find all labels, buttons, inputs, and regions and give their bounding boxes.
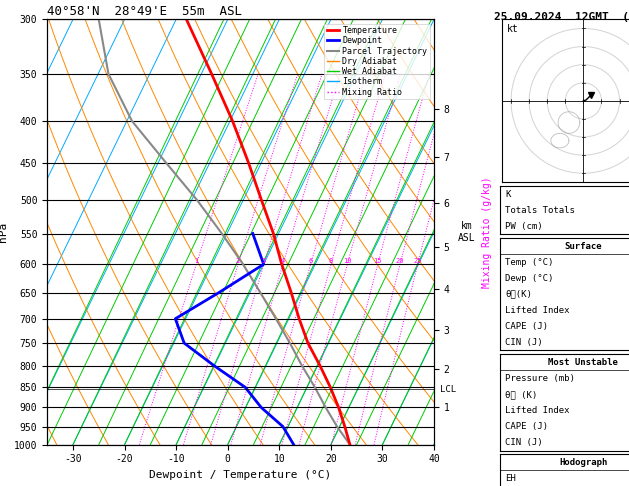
Text: EH: EH (505, 474, 516, 483)
Y-axis label: hPa: hPa (0, 222, 8, 242)
Text: Dewp (°C): Dewp (°C) (505, 274, 554, 283)
Text: Lifted Index: Lifted Index (505, 306, 569, 315)
Text: K: K (505, 190, 510, 199)
Text: Pressure (mb): Pressure (mb) (505, 374, 575, 383)
Text: CAPE (J): CAPE (J) (505, 422, 548, 431)
Legend: Temperature, Dewpoint, Parcel Trajectory, Dry Adiabat, Wet Adiabat, Isotherm, Mi: Temperature, Dewpoint, Parcel Trajectory… (324, 24, 430, 99)
Text: 4: 4 (281, 258, 285, 264)
Text: CAPE (J): CAPE (J) (505, 322, 548, 331)
Text: CIN (J): CIN (J) (505, 438, 543, 447)
Text: 20: 20 (396, 258, 404, 264)
Y-axis label: km
ASL: km ASL (457, 221, 475, 243)
Text: 3: 3 (262, 258, 266, 264)
Text: θᴇ(K): θᴇ(K) (505, 290, 532, 299)
Text: 15: 15 (374, 258, 382, 264)
Text: Most Unstable: Most Unstable (548, 358, 618, 367)
Text: θᴇ (K): θᴇ (K) (505, 390, 537, 399)
X-axis label: Dewpoint / Temperature (°C): Dewpoint / Temperature (°C) (150, 470, 331, 480)
Text: 40°58'N  28°49'E  55m  ASL: 40°58'N 28°49'E 55m ASL (47, 5, 242, 18)
Text: 25: 25 (413, 258, 422, 264)
Text: Mixing Ratio (g/kg): Mixing Ratio (g/kg) (482, 176, 493, 288)
Text: Totals Totals: Totals Totals (505, 206, 575, 215)
Text: 6: 6 (309, 258, 313, 264)
Text: 1: 1 (194, 258, 199, 264)
Text: Hodograph: Hodograph (559, 458, 608, 467)
Text: Lifted Index: Lifted Index (505, 406, 569, 415)
Text: 25.09.2024  12GMT  (Base: 06): 25.09.2024 12GMT (Base: 06) (494, 12, 629, 22)
Text: 10: 10 (343, 258, 352, 264)
Text: LCL: LCL (440, 385, 456, 394)
Text: 2: 2 (236, 258, 240, 264)
Text: Temp (°C): Temp (°C) (505, 258, 554, 267)
Text: 8: 8 (329, 258, 333, 264)
Text: PW (cm): PW (cm) (505, 222, 543, 231)
Text: CIN (J): CIN (J) (505, 338, 543, 347)
Text: Surface: Surface (565, 242, 602, 251)
Text: kt: kt (507, 24, 519, 35)
